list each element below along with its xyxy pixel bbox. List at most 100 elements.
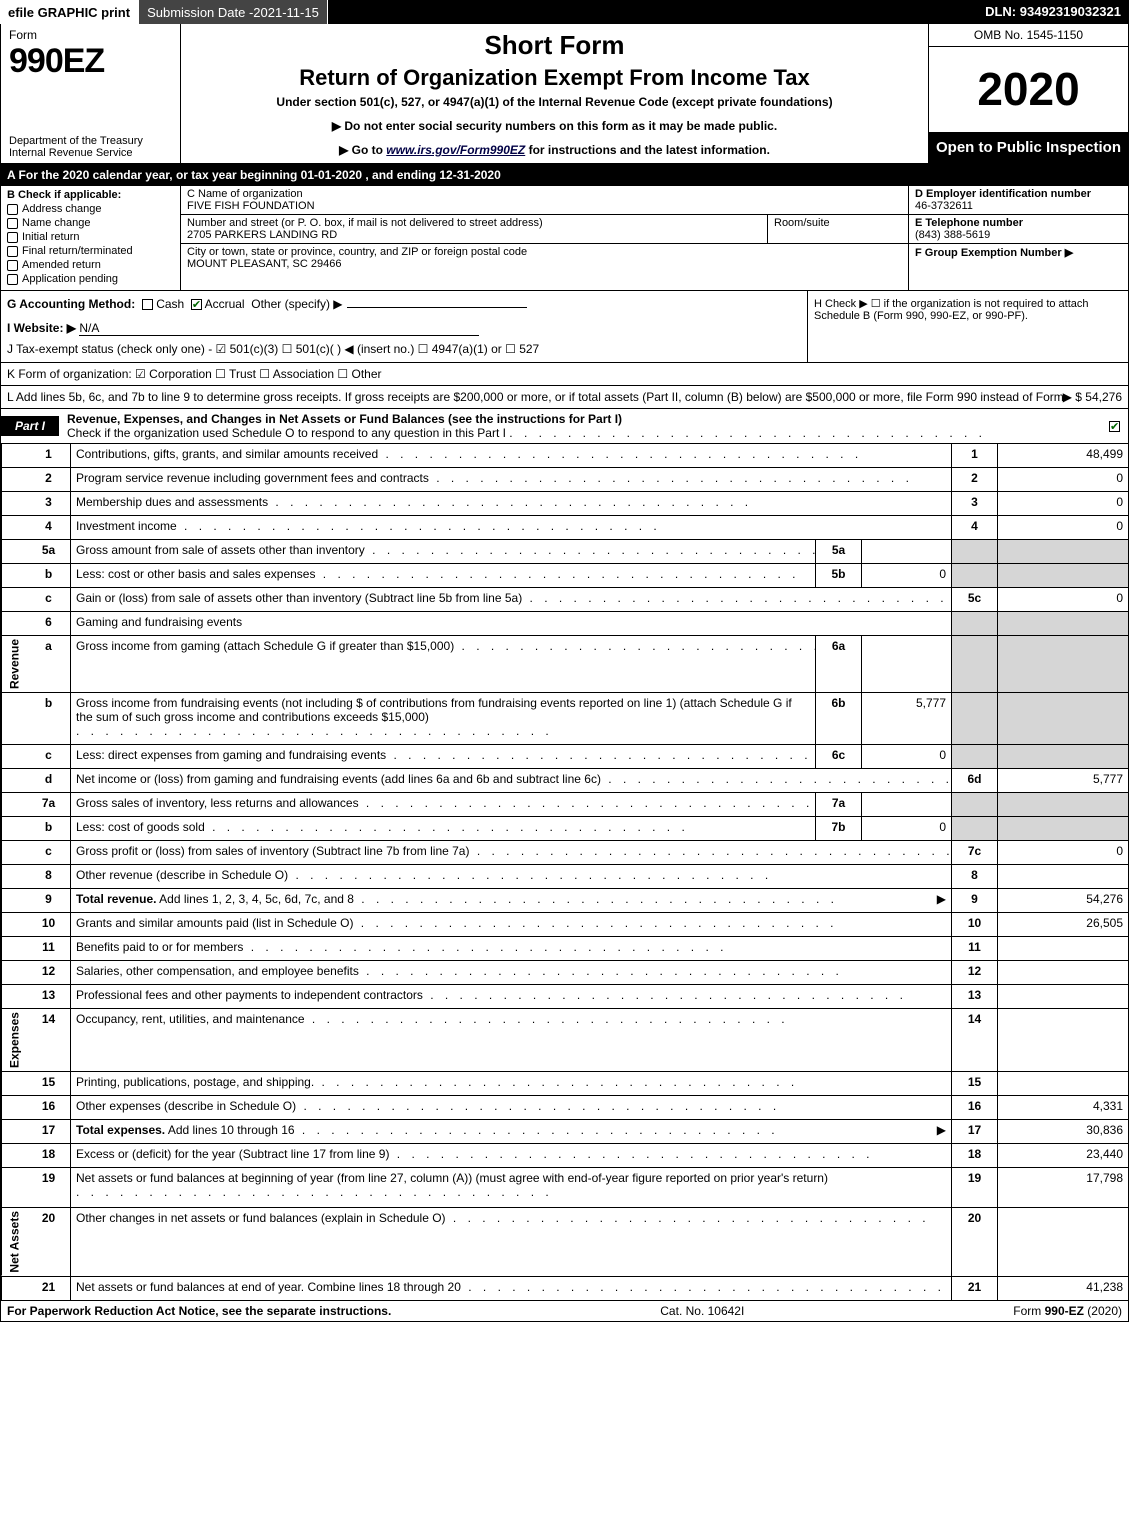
line-number: 14 <box>27 1009 71 1071</box>
form-line: bLess: cost of goods sold7b0 <box>0 817 1129 841</box>
check-applicable-checkbox[interactable] <box>7 274 18 285</box>
section-side-label <box>1 1120 27 1143</box>
org-name-label: C Name of organization <box>187 188 902 200</box>
check-applicable-checkbox[interactable] <box>7 246 18 257</box>
right-amount: 48,499 <box>998 444 1128 467</box>
right-line-number: 18 <box>952 1144 998 1167</box>
right-line-number: 2 <box>952 468 998 491</box>
right-amount <box>998 564 1128 587</box>
section-side-label <box>1 745 27 768</box>
line-description: Total revenue. Add lines 1, 2, 3, 4, 5c,… <box>71 889 952 912</box>
right-line-number: 4 <box>952 516 998 539</box>
ein-value: 46-3732611 <box>915 200 1122 212</box>
line-number: 13 <box>27 985 71 1008</box>
line-description: Investment income <box>71 516 952 539</box>
right-amount <box>998 937 1128 960</box>
line-description: Less: direct expenses from gaming and fu… <box>71 745 816 768</box>
right-line-number: 13 <box>952 985 998 1008</box>
right-amount: 0 <box>998 468 1128 491</box>
line-number: 17 <box>27 1120 71 1143</box>
line-number: 15 <box>27 1072 71 1095</box>
section-side-label <box>1 564 27 587</box>
section-side-label <box>1 492 27 515</box>
dln-cell: DLN: 93492319032321 <box>977 0 1129 24</box>
paperwork-notice: For Paperwork Reduction Act Notice, see … <box>7 1304 391 1318</box>
section-side-label <box>1 1072 27 1095</box>
check-applicable-label: Application pending <box>22 273 118 285</box>
line-number: 16 <box>27 1096 71 1119</box>
line-description: Total expenses. Add lines 10 through 16▶ <box>71 1120 952 1143</box>
check-applicable-checkbox[interactable] <box>7 260 18 271</box>
line-number: 19 <box>27 1168 71 1207</box>
line-number: b <box>27 693 71 744</box>
section-b-title: B Check if applicable: <box>7 189 174 201</box>
header-right: OMB No. 1545-1150 2020 Open to Public In… <box>928 24 1128 163</box>
section-side-label <box>1 612 27 635</box>
mid-amount: 0 <box>862 817 952 840</box>
section-side-label <box>1 889 27 912</box>
form-ref: Form 990-EZ (2020) <box>1013 1304 1122 1318</box>
line-l: L Add lines 5b, 6c, and 7b to line 9 to … <box>0 386 1129 409</box>
department-label: Department of the Treasury Internal Reve… <box>9 135 172 159</box>
part-1-lines: 1Contributions, gifts, grants, and simil… <box>0 444 1129 1301</box>
line-description: Less: cost of goods sold <box>71 817 816 840</box>
check-applicable-item: Application pending <box>7 273 174 285</box>
schedule-o-checkbox[interactable] <box>1109 421 1120 432</box>
line-description: Professional fees and other payments to … <box>71 985 952 1008</box>
right-line-number: 9 <box>952 889 998 912</box>
check-applicable-item: Address change <box>7 203 174 215</box>
check-applicable-label: Name change <box>22 217 91 229</box>
part-1-header: Part I Revenue, Expenses, and Changes in… <box>0 409 1129 444</box>
right-amount <box>998 693 1128 744</box>
form-line: 16Other expenses (describe in Schedule O… <box>0 1096 1129 1120</box>
section-side-label: Net Assets <box>1 1208 27 1276</box>
line-description: Gain or (loss) from sale of assets other… <box>71 588 952 611</box>
right-line-number: 5c <box>952 588 998 611</box>
tax-period-row: A For the 2020 calendar year, or tax yea… <box>0 164 1129 186</box>
efile-print-label: efile GRAPHIC print <box>0 0 139 24</box>
section-side-label <box>1 841 27 864</box>
section-side-label <box>1 1096 27 1119</box>
form-line: 19Net assets or fund balances at beginni… <box>0 1168 1129 1208</box>
form-line: 4Investment income40 <box>0 516 1129 540</box>
other-specify-input[interactable] <box>347 307 527 308</box>
line-h: H Check ▶ ☐ if the organization is not r… <box>808 291 1128 362</box>
right-line-number: 3 <box>952 492 998 515</box>
check-applicable-item: Amended return <box>7 259 174 271</box>
accrual-checkbox[interactable] <box>191 299 202 310</box>
line-number: 21 <box>27 1277 71 1300</box>
line-description: Benefits paid to or for members <box>71 937 952 960</box>
form-line: 10Grants and similar amounts paid (list … <box>0 913 1129 937</box>
right-line-number: 1 <box>952 444 998 467</box>
irs-link[interactable]: www.irs.gov/Form990EZ <box>386 143 525 157</box>
line-description: Program service revenue including govern… <box>71 468 952 491</box>
form-line: 13Professional fees and other payments t… <box>0 985 1129 1009</box>
cash-label: Cash <box>156 297 184 311</box>
right-line-number: 14 <box>952 1009 998 1071</box>
right-line-number: 11 <box>952 937 998 960</box>
line-number: 3 <box>27 492 71 515</box>
cat-number: Cat. No. 10642I <box>660 1304 744 1318</box>
line-gh: G Accounting Method: Cash Accrual Other … <box>0 291 1129 363</box>
form-line-header: 6Gaming and fundraising events <box>0 612 1129 636</box>
right-line-number: 19 <box>952 1168 998 1207</box>
right-line-number <box>952 793 998 816</box>
check-applicable-label: Amended return <box>22 259 101 271</box>
submission-date-label: Submission Date - <box>147 5 253 20</box>
right-amount <box>998 865 1128 888</box>
section-side-label <box>1 865 27 888</box>
mid-line-number: 6a <box>816 636 862 692</box>
mid-amount: 0 <box>862 745 952 768</box>
top-bar-left: efile GRAPHIC print Submission Date - 20… <box>0 0 328 24</box>
cash-checkbox[interactable] <box>142 299 153 310</box>
section-side-label <box>1 985 27 1008</box>
check-applicable-checkbox[interactable] <box>7 232 18 243</box>
form-line: bGross income from fundraising events (n… <box>0 693 1129 745</box>
line-description: Grants and similar amounts paid (list in… <box>71 913 952 936</box>
form-header: Form 990EZ Department of the Treasury In… <box>0 24 1129 164</box>
check-applicable-checkbox[interactable] <box>7 204 18 215</box>
check-applicable-checkbox[interactable] <box>7 218 18 229</box>
do-not-enter-text: ▶ Do not enter social security numbers o… <box>191 119 918 133</box>
group-exemption-label: F Group Exemption Number ▶ <box>915 246 1122 259</box>
form-number: 990EZ <box>9 42 172 81</box>
